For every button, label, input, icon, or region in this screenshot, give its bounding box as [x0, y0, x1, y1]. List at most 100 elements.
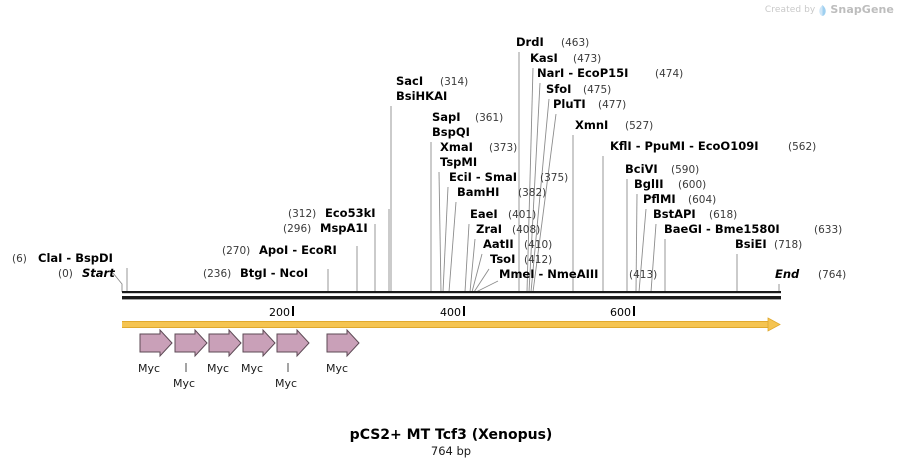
feature-arrow-shape: [326, 328, 360, 358]
leader-bamhi: [448, 201, 457, 293]
site-label-baegi-bme1580i[interactable]: BaeGI - Bme1580I (633): [664, 222, 842, 236]
leader-zrai: [469, 238, 476, 293]
site-label-pluti[interactable]: PluTI (477): [553, 97, 626, 111]
site-label-mmei-nmeaiii[interactable]: MmeI - NmeAIII (413): [499, 267, 657, 281]
site-pos-pflmi: (604): [688, 194, 716, 206]
orientation-arrow[interactable]: [122, 317, 781, 332]
feature-myc-6[interactable]: Myc: [326, 328, 360, 375]
leader-bstapi: [650, 223, 657, 293]
center-label-group: SacI (314) BsiHKAI DrdI (463) KasI (473)…: [390, 35, 846, 293]
leader-pluti: [532, 113, 557, 293]
feature-label-myc-5: Myc: [275, 377, 297, 390]
site-name-bamhi: BamHI: [457, 185, 499, 199]
feature-arrows: Myc Myc Myc Myc Myc Myc: [138, 328, 360, 390]
ruler-tick-400: 400: [440, 306, 465, 319]
site-label-tsoi[interactable]: TsoI (412): [490, 252, 552, 266]
site-name-xmni: XmnI: [575, 118, 608, 132]
leader-tsoi: [473, 268, 490, 293]
feature-arrow-shape: [276, 328, 310, 358]
sequence-backbone[interactable]: [122, 291, 781, 300]
site-name-tspmi: TspMI: [440, 155, 477, 169]
orientation-bar-edge-top: [122, 321, 772, 322]
feature-myc-5[interactable]: Myc: [275, 328, 310, 390]
site-name-bstapi: BstAPI: [653, 207, 696, 221]
site-label-bspqi[interactable]: BspQI: [432, 125, 470, 139]
site-pos-tsoi: (412): [524, 254, 552, 266]
site-label-btgi-ncoi[interactable]: (236) BtgI - NcoI: [203, 266, 308, 280]
site-label-xmni[interactable]: XmnI (527): [575, 118, 653, 132]
site-label-xmai[interactable]: XmaI (373): [440, 140, 517, 154]
site-name-mspa1i: MspA1I: [320, 221, 368, 235]
site-label-kasi[interactable]: KasI (473): [530, 51, 601, 65]
leader-nari: [528, 82, 541, 293]
site-label-sapi[interactable]: SapI (361): [432, 110, 503, 124]
site-pos-bstapi: (618): [709, 209, 737, 221]
site-label-tspmi[interactable]: TspMI: [440, 155, 477, 169]
feature-arrow-shape: [208, 328, 242, 358]
leader-ecii: [442, 186, 449, 293]
site-pos-end: (764): [818, 269, 846, 281]
site-label-sfoi[interactable]: SfoI (475): [546, 82, 611, 96]
site-label-bsihkai[interactable]: BsiHKAI: [396, 89, 447, 103]
ruler-tick-label-600: 600: [610, 306, 631, 319]
site-label-eco53ki[interactable]: (312) Eco53kI: [288, 206, 376, 220]
feature-myc-2[interactable]: Myc: [173, 328, 208, 390]
site-label-pflmi[interactable]: PflMI (604): [643, 192, 716, 206]
site-label-aatii[interactable]: AatII (410): [483, 237, 552, 251]
site-label-end[interactable]: End (764): [775, 267, 846, 281]
site-name-claI: ClaI - BspDI: [38, 251, 113, 265]
ruler-tick-600: 600: [610, 306, 635, 319]
site-name-bsihkai: BsiHKAI: [396, 89, 447, 103]
feature-myc-4[interactable]: Myc: [241, 328, 276, 375]
site-label-zrai[interactable]: ZraI (408): [476, 222, 540, 236]
site-pos-sapi: (361): [475, 112, 503, 124]
site-label-kfli-ppumi-ecoo109i[interactable]: KflI - PpuMI - EcoO109I (562): [610, 139, 816, 153]
ruler-ticks: 200 400 600: [269, 306, 635, 319]
leader-eaei: [464, 223, 470, 293]
watermark-brand: SnapGene: [830, 3, 894, 16]
site-label-bamhi[interactable]: BamHI (382): [457, 185, 546, 199]
leader-start: [112, 272, 123, 292]
feature-myc-3[interactable]: Myc: [207, 328, 242, 375]
site-name-end: End: [775, 267, 800, 281]
site-label-ecii-smai[interactable]: EciI - SmaI (375): [449, 170, 568, 184]
site-label-drdi[interactable]: DrdI (463): [516, 35, 589, 49]
site-pos-zrai: (408): [512, 224, 540, 236]
site-pos-bcivi: (590): [671, 164, 699, 176]
site-label-nari-ecop15i[interactable]: NarI - EcoP15I (474): [537, 66, 683, 80]
site-label-claI-bspdi[interactable]: (6) ClaI - BspDI: [12, 251, 113, 265]
site-label-saci[interactable]: SacI (314): [396, 74, 468, 88]
page-title: pCS2+ MT Tcf3 (Xenopus): [350, 427, 553, 443]
site-name-bspqi: BspQI: [432, 125, 470, 139]
ruler-tick-200: 200: [269, 306, 294, 319]
backbone-top-line: [122, 291, 781, 294]
leader-mmei: [475, 280, 499, 293]
site-label-apoi-ecori[interactable]: (270) ApoI - EcoRI: [222, 243, 337, 257]
sequence-length-label: 764 bp: [431, 444, 471, 458]
site-name-ecii: EciI - SmaI: [449, 170, 517, 184]
site-pos-mmei: (413): [629, 269, 657, 281]
leader-aatii: [471, 253, 483, 293]
site-pos-saci: (314): [440, 76, 468, 88]
site-pos-claI: (6): [12, 253, 27, 265]
feature-label-myc-4: Myc: [241, 362, 263, 375]
snapgene-watermark: Created by SnapGene: [765, 3, 894, 16]
snapgene-logo-icon: [819, 5, 827, 16]
site-label-mspa1i[interactable]: (296) MspA1I: [283, 221, 368, 235]
site-pos-start: (0): [58, 268, 73, 280]
site-label-bglii[interactable]: BglII (600): [634, 177, 706, 191]
site-name-bsiei: BsiEI: [735, 237, 767, 251]
leader-kasi: [526, 67, 534, 293]
site-name-nari: NarI - EcoP15I: [537, 66, 628, 80]
leader-bglii: [635, 193, 638, 293]
site-name-bglii: BglII: [634, 177, 664, 191]
site-name-xmai: XmaI: [440, 140, 473, 154]
site-label-start[interactable]: (0) Start: [58, 266, 115, 280]
site-name-aatii: AatII: [483, 237, 514, 251]
site-label-bcivi[interactable]: BciVI (590): [625, 162, 699, 176]
feature-myc-1[interactable]: Myc: [138, 328, 173, 375]
site-label-bstapi[interactable]: BstAPI (618): [653, 207, 737, 221]
site-label-eaei[interactable]: EaeI (401): [470, 207, 536, 221]
site-label-bsiei[interactable]: BsiEI (718): [735, 237, 802, 251]
